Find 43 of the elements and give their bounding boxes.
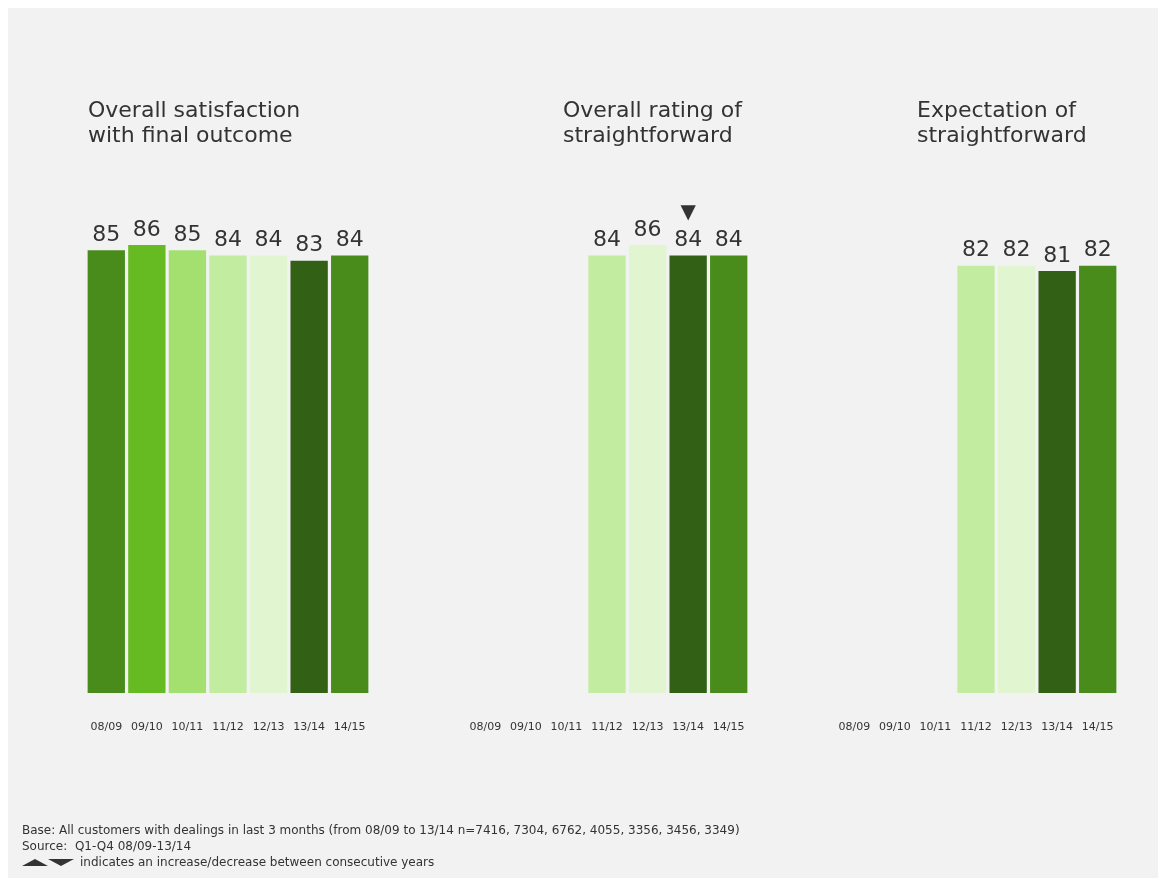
data-label: 84 (593, 225, 621, 251)
x-tick-label: 08/09 (90, 720, 123, 733)
data-label: 84 (674, 225, 703, 251)
data-label: 81 (1043, 241, 1072, 267)
x-tick-label: 13/14 (1041, 720, 1073, 733)
x-tick-label: 13/14 (293, 720, 325, 733)
x-tick-label: 09/10 (879, 720, 911, 733)
x-tick-label: 12/13 (631, 720, 664, 733)
x-tick-label: 11/12 (591, 720, 623, 733)
chart-title: Overall satisfaction with final outcome (88, 97, 301, 147)
text: indicates an increase/decrease between consecutive years (79, 854, 436, 870)
data-label: 83 (295, 231, 324, 257)
x-tick-label: 11/12 (212, 720, 244, 733)
data-label: 82 (962, 236, 990, 262)
source-note: Source: Q1-Q4 08/09-13/14 (22, 838, 193, 854)
x-tick-label: 08/09 (469, 720, 502, 733)
chart-title: Expectation of straightforward (917, 97, 1087, 147)
annotation: ▼ (680, 199, 697, 224)
x-tick-label: 11/12 (960, 720, 992, 733)
x-tick-label: 09/10 (131, 720, 163, 733)
x-tick-label: 08/09 (838, 720, 871, 733)
chart-title: Overall rating of straightforward (563, 97, 744, 147)
data-label: 82 (1083, 236, 1112, 262)
data-label: 85 (92, 220, 121, 246)
data-label: 86 (132, 215, 161, 241)
data-label: 84 (335, 225, 364, 251)
x-tick-label: 09/10 (510, 720, 542, 733)
x-tick-label: 14/15 (1081, 720, 1114, 733)
data-label: 85 (173, 220, 202, 246)
data-label: 86 (633, 215, 662, 241)
data-label: 82 (1002, 236, 1031, 262)
x-tick-label: 10/11 (919, 720, 952, 733)
x-tick-label: 13/14 (672, 720, 704, 733)
x-tick-label: 14/15 (333, 720, 366, 733)
x-tick-label: 12/13 (252, 720, 285, 733)
data-label: 84 (254, 225, 283, 251)
x-tick-label: 14/15 (712, 720, 745, 733)
x-tick-label: 10/11 (550, 720, 583, 733)
data-label: 84 (214, 225, 242, 251)
data-label: 84 (714, 225, 743, 251)
x-tick-label: 10/11 (171, 720, 204, 733)
text: Base: All customers with dealings in last 3 months (from 08/09 to 13/14 n=7416, 7304, 6762, 4055, 3356, 3456, 3349) (22, 822, 740, 838)
x-tick-label: 12/13 (1000, 720, 1033, 733)
